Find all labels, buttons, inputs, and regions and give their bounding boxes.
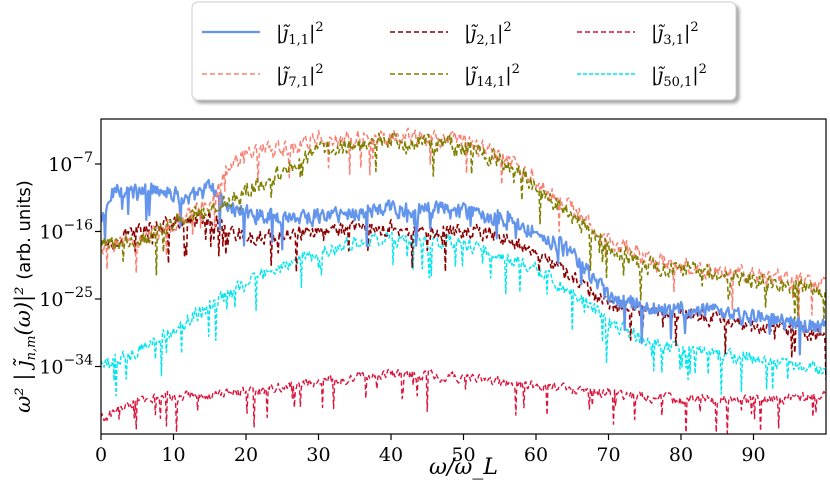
- x-tick-label: 0: [95, 444, 107, 466]
- series-line-50-1: [101, 231, 826, 397]
- y-tick-label: 10−16: [39, 218, 93, 244]
- x-tick-label: 60: [524, 444, 548, 466]
- series-line-2-1: [101, 209, 826, 380]
- legend-item: |j̃14,1|2: [390, 62, 520, 90]
- legend-label: |j̃50,1|2: [651, 62, 707, 90]
- legend-box: [191, 1, 737, 101]
- series-layer: [101, 127, 826, 434]
- legend-item: |j̃2,1|2: [390, 20, 512, 48]
- x-tick-label: 40: [379, 444, 403, 466]
- y-tick-label: 10−7: [48, 150, 93, 176]
- legend-label: |j̃14,1|2: [464, 62, 520, 90]
- legend-item: |j̃50,1|2: [577, 62, 707, 90]
- legend-item: |j̃3,1|2: [577, 20, 699, 48]
- x-tick-label: 20: [234, 444, 258, 466]
- legend-item: |j̃7,1|2: [202, 62, 324, 90]
- legend-label: |j̃2,1|2: [464, 20, 512, 48]
- series-line-14-1: [101, 130, 826, 320]
- legend-label: |j̃3,1|2: [651, 20, 699, 48]
- x-tick-label: 90: [741, 444, 765, 466]
- x-axis-title: ω/ω_L: [429, 455, 498, 480]
- legend-label: |j̃1,1|2: [276, 20, 324, 48]
- legend-label: |j̃7,1|2: [276, 62, 324, 90]
- y-tick-label: 10−25: [39, 285, 93, 311]
- x-axis-ticks: 0 10 20 30 40 50 60 70 80 90: [95, 434, 766, 466]
- y-tick-label: 10−34: [39, 353, 93, 379]
- series-line-3-1: [101, 368, 826, 434]
- legend-item: |j̃1,1|2: [202, 20, 324, 48]
- series-line-1-1: [101, 178, 826, 356]
- series-line-7-1: [101, 127, 826, 318]
- x-tick-label: 70: [596, 444, 620, 466]
- x-tick-label: 30: [306, 444, 330, 466]
- x-tick-label: 10: [161, 444, 185, 466]
- x-tick-label: 80: [669, 444, 693, 466]
- x-tick-label: 50: [451, 444, 475, 466]
- legend: |j̃1,1|2 |j̃2,1|2 |j̃3,1|2 |j̃7,1|2 |j̃14,1|…: [191, 1, 737, 101]
- y-axis-ticks: 10−7 10−16 10−25 10−34: [39, 150, 101, 379]
- legend-items: |j̃1,1|2 |j̃2,1|2 |j̃3,1|2 |j̃7,1|2 |j̃14,1|…: [202, 20, 707, 90]
- y-axis-title: ω² | j̃n,m(ω)|² (arb. units): [11, 180, 39, 413]
